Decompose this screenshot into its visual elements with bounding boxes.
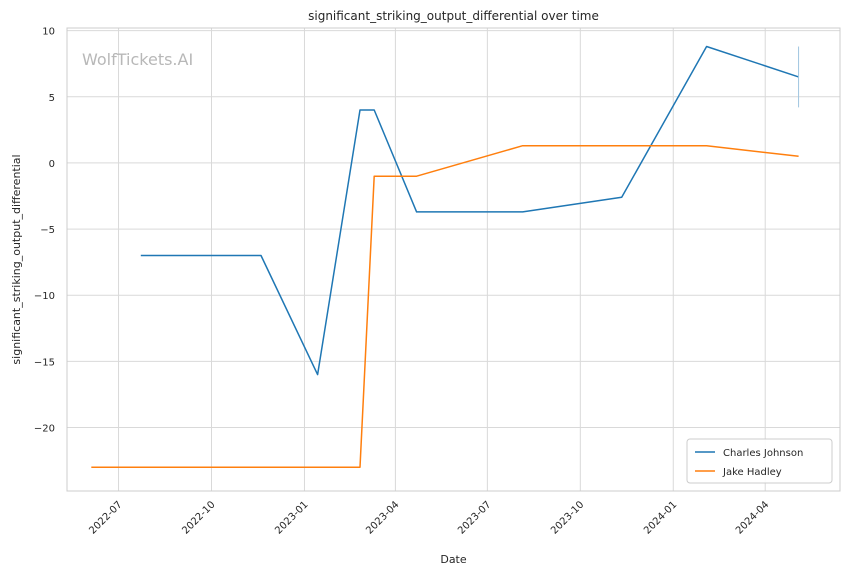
x-tick-label: 2023-10 xyxy=(549,499,586,536)
y-tick-label: −15 xyxy=(34,357,55,368)
x-tick-label: 2023-07 xyxy=(456,499,493,536)
series-line-jake-hadley xyxy=(91,144,799,468)
y-tick-label: 5 xyxy=(49,93,55,104)
x-tick-label: 2024-04 xyxy=(734,499,771,536)
x-axis-ticks: 2022-07 2022-10 2023-01 2023-04 2023-07 2023-… xyxy=(87,499,771,536)
series-line-charles-johnson xyxy=(140,45,799,376)
x-tick-label: 2022-10 xyxy=(180,499,217,536)
legend: Charles Johnson Jake Hadley xyxy=(686,438,833,484)
grid xyxy=(67,28,840,491)
x-tick-label: 2023-04 xyxy=(364,499,401,536)
x-tick-label: 2022-07 xyxy=(87,499,124,536)
legend-label: Charles Johnson xyxy=(723,448,803,459)
series-lines xyxy=(91,45,800,468)
x-tick-label: 2024-01 xyxy=(642,499,679,536)
x-axis-label: Date xyxy=(440,553,467,566)
legend-box xyxy=(686,438,833,484)
y-axis-ticks: −20 −15 −10 −5 0 5 10 xyxy=(34,27,55,435)
plot-frame xyxy=(66,27,841,492)
legend-label: Jake Hadley xyxy=(722,467,782,478)
chart-title: significant_striking_output_differential… xyxy=(308,9,599,23)
y-tick-label: −5 xyxy=(40,225,55,236)
y-tick-label: 10 xyxy=(42,27,55,38)
watermark: WolfTickets.AI xyxy=(82,50,193,69)
y-tick-label: −10 xyxy=(34,291,55,302)
y-axis-label: significant_striking_output_differential xyxy=(10,154,23,364)
y-tick-label: 0 xyxy=(49,159,55,170)
x-tick-label: 2023-01 xyxy=(273,499,310,536)
y-tick-label: −20 xyxy=(34,424,55,435)
